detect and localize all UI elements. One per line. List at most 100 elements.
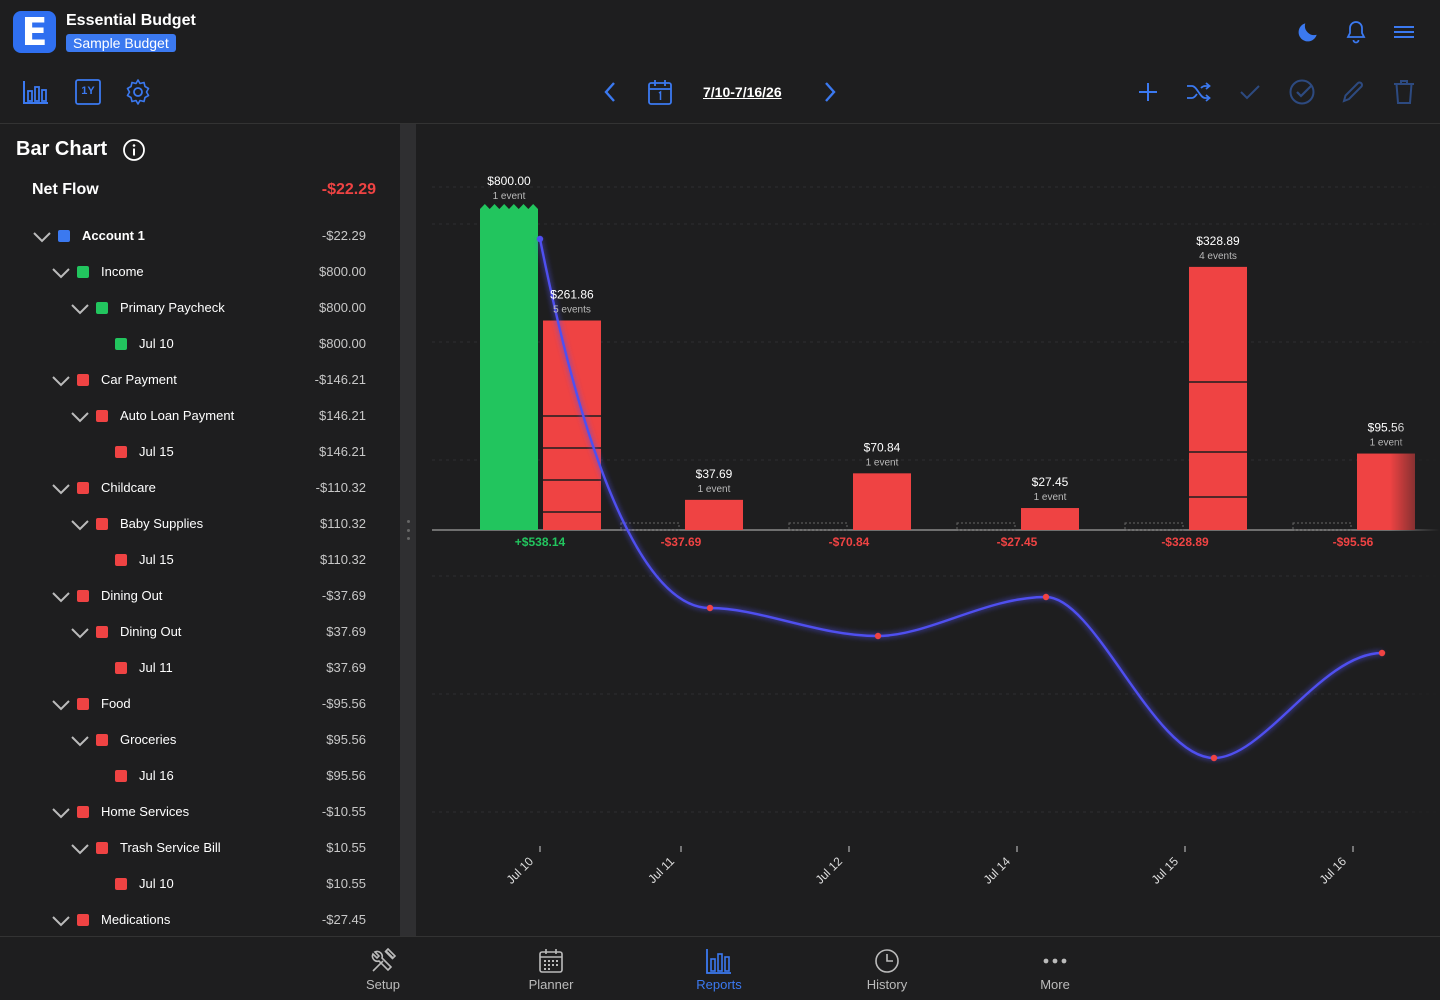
tree-row-label: Trash Service Bill [120, 840, 221, 855]
balance-point[interactable] [1042, 593, 1050, 601]
tree-row-amount: -$110.32 [315, 480, 366, 495]
nav-history[interactable]: History [827, 937, 947, 1000]
expense-bar-jul-11[interactable] [685, 499, 743, 530]
nav-reports[interactable]: Reports [659, 937, 779, 1000]
tree-row[interactable]: Jul 15 $110.32 [0, 543, 400, 579]
chevron-down-icon[interactable] [70, 623, 90, 643]
tree-row[interactable]: Home Services -$10.55 [0, 795, 400, 831]
tree-row[interactable]: Groceries $95.56 [0, 723, 400, 759]
tree-row-label: Dining Out [120, 624, 182, 639]
tree-row[interactable]: Jul 16 $95.56 [0, 759, 400, 795]
pencil-icon[interactable] [1339, 78, 1367, 106]
tree-row[interactable]: Income $800.00 [0, 255, 400, 291]
tree-row[interactable]: Childcare -$110.32 [0, 471, 400, 507]
balance-point[interactable] [874, 632, 882, 640]
bar-chart: $800.00 1 event $261.86 5 events +$538.14 Jul… [432, 124, 1440, 936]
clock-icon [873, 947, 901, 975]
tree-row-amount: $110.32 [319, 552, 366, 567]
check-circle-icon[interactable] [1288, 78, 1316, 106]
chevron-down-icon[interactable] [51, 587, 71, 607]
tree-row-label: Account 1 [82, 228, 145, 243]
nav-planner[interactable]: Planner [491, 937, 611, 1000]
check-icon[interactable] [1238, 82, 1262, 102]
balance-line [538, 238, 1383, 760]
calendar-icon [537, 947, 565, 975]
net-flow-label: -$27.45 [997, 535, 1038, 549]
tree-row[interactable]: Primary Paycheck $800.00 [0, 291, 400, 327]
chevron-down-icon[interactable] [70, 515, 90, 535]
net-flow-label: -$328.89 [1161, 535, 1209, 549]
shuffle-icon[interactable] [1186, 80, 1212, 104]
menu-icon[interactable] [1391, 20, 1417, 44]
tree-row-label: Jul 11 [139, 660, 173, 675]
chevron-down-icon[interactable] [51, 479, 71, 499]
balance-point[interactable] [1378, 649, 1386, 657]
chevron-down-icon[interactable] [70, 407, 90, 427]
chevron-down-icon[interactable] [51, 371, 71, 391]
chevron-down-icon[interactable] [51, 803, 71, 823]
one-year-icon[interactable]: 1Y [74, 78, 102, 106]
color-swatch [115, 662, 127, 674]
tree-row[interactable]: Jul 10 $10.55 [0, 867, 400, 903]
date-range-picker[interactable]: 7/10-7/16/26 [703, 84, 782, 100]
tree-row-amount: $10.55 [326, 840, 366, 855]
tree-row-amount: $95.56 [326, 768, 366, 783]
nav-more[interactable]: More [995, 937, 1115, 1000]
balance-point[interactable] [706, 604, 714, 612]
tree-row-label: Jul 15 [139, 444, 174, 459]
chevron-down-icon[interactable] [51, 911, 71, 931]
tree-row[interactable]: Baby Supplies $110.32 [0, 507, 400, 543]
tree-row[interactable]: Medications -$27.45 [0, 903, 400, 936]
tree-row[interactable]: Car Payment -$146.21 [0, 363, 400, 399]
tree-row-label: Jul 15 [139, 552, 174, 567]
moon-icon[interactable] [1294, 18, 1322, 46]
chevron-right-icon[interactable] [818, 80, 842, 104]
tree-row[interactable]: Food -$95.56 [0, 687, 400, 723]
gear-icon[interactable] [124, 78, 152, 106]
tree-row[interactable]: Trash Service Bill $10.55 [0, 831, 400, 867]
chevron-down-icon[interactable] [32, 227, 52, 247]
tree-row[interactable]: Account 1 -$22.29 [0, 219, 400, 255]
income-bar-jul-10[interactable] [480, 204, 538, 530]
color-swatch [115, 338, 127, 350]
tree-row[interactable]: Dining Out $37.69 [0, 615, 400, 651]
chevron-down-icon[interactable] [51, 263, 71, 283]
expense-bar-jul-14[interactable] [1021, 508, 1079, 530]
expense-bar-jul-12[interactable] [853, 473, 911, 530]
chevron-down-icon[interactable] [70, 839, 90, 859]
tree-row[interactable]: Jul 11 $37.69 [0, 651, 400, 687]
tree-row-label: Food [101, 696, 131, 711]
bell-icon[interactable] [1342, 18, 1370, 46]
x-axis-tick-label: Jul 15 [1149, 854, 1182, 887]
chevron-down-icon[interactable] [70, 731, 90, 751]
tree-row[interactable]: Dining Out -$37.69 [0, 579, 400, 615]
empty-income-slot [788, 522, 848, 531]
nav-setup[interactable]: Setup [323, 937, 443, 1000]
balance-point[interactable] [536, 235, 544, 243]
budget-selector[interactable]: Sample Budget [66, 34, 176, 52]
tree-row[interactable]: Jul 10 $800.00 [0, 327, 400, 363]
calendar-icon[interactable] [646, 78, 674, 106]
bar-chart-icon[interactable] [22, 78, 50, 106]
chevron-down-icon[interactable] [51, 695, 71, 715]
plus-icon[interactable] [1136, 80, 1160, 104]
chevron-left-icon[interactable] [598, 80, 622, 104]
chart-area: $800.00 1 event $261.86 5 events +$538.14 Jul… [416, 124, 1440, 936]
tree-row[interactable]: Auto Loan Payment $146.21 [0, 399, 400, 435]
color-swatch [115, 446, 127, 458]
category-tree-panel: Bar Chart Net Flow -$22.29 Account 1 -$22… [0, 124, 400, 936]
tools-icon [369, 947, 397, 975]
tree-row-label: Primary Paycheck [120, 300, 225, 315]
tree-row-amount: $95.56 [326, 732, 366, 747]
balance-point[interactable] [1210, 754, 1218, 762]
color-swatch [96, 842, 108, 854]
bar-events-label: 5 events [553, 305, 591, 316]
chevron-down-icon[interactable] [70, 299, 90, 319]
trash-icon[interactable] [1391, 78, 1417, 106]
info-icon[interactable] [122, 138, 146, 167]
expense-bar-jul-10[interactable] [543, 320, 601, 530]
color-swatch [77, 482, 89, 494]
net-flow-label: +$538.14 [515, 535, 566, 549]
expense-bar-jul-15[interactable] [1189, 266, 1247, 530]
tree-row[interactable]: Jul 15 $146.21 [0, 435, 400, 471]
